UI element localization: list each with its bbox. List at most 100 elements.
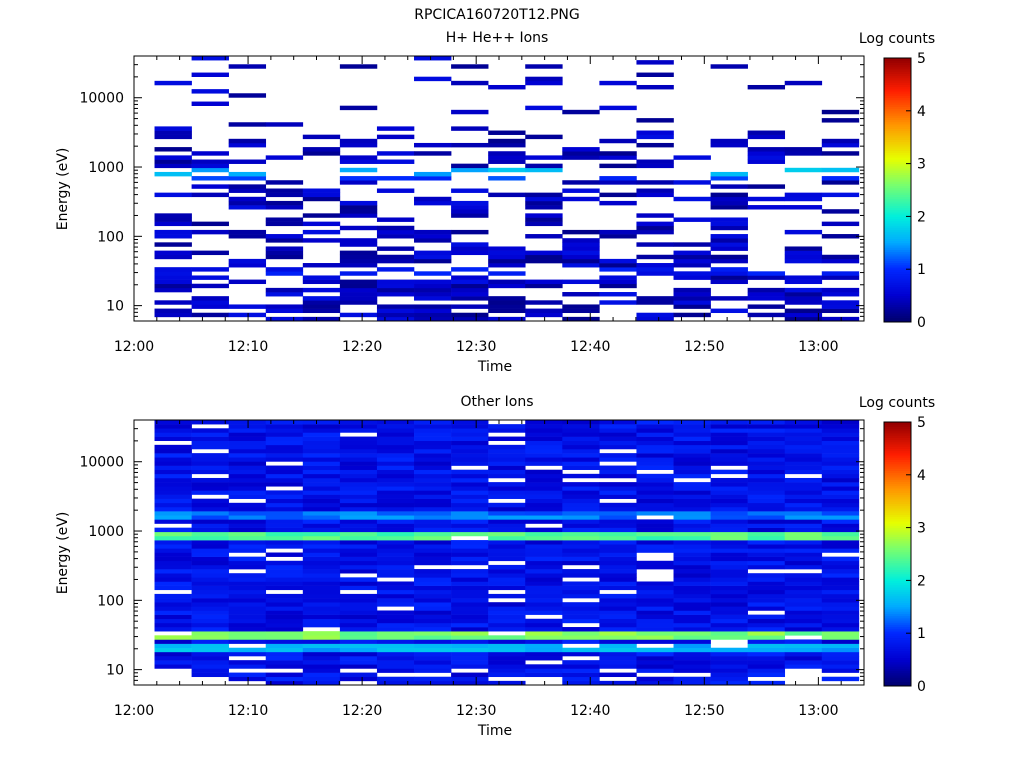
heatmap-cell (414, 535, 452, 541)
heatmap-cell (821, 560, 860, 566)
colorbar-segment (884, 264, 911, 268)
heatmap-cell (228, 515, 267, 520)
colorbar-segment (884, 119, 911, 123)
heatmap-cell (154, 130, 192, 135)
colorbar-segment (884, 683, 911, 687)
heatmap-cell (525, 560, 563, 566)
heatmap-cell (191, 581, 229, 586)
heatmap-cell (154, 448, 192, 454)
colorbar-segment (884, 179, 911, 182)
heatmap-cell (414, 420, 452, 425)
heatmap-cell (821, 523, 860, 528)
heatmap-cell (265, 540, 304, 545)
heatmap-cell (302, 473, 341, 479)
heatmap-cell (376, 151, 415, 156)
heatmap-cell (784, 502, 823, 508)
heatmap-cell (784, 205, 823, 210)
heatmap-cell (562, 457, 600, 462)
heatmap-cell (784, 296, 823, 301)
colorbar-segment (884, 163, 911, 167)
heatmap-cell (747, 577, 786, 582)
heatmap-cell (154, 159, 192, 164)
heatmap-cell (525, 477, 563, 483)
colorbar-segment (884, 514, 911, 518)
heatmap-cell (710, 225, 748, 231)
panel-title-2: Other Ions (460, 394, 533, 410)
heatmap-cell (228, 519, 267, 524)
heatmap-cell (228, 200, 267, 206)
heatmap-cell (339, 279, 378, 285)
heatmap-cell (414, 238, 452, 243)
heatmap-cell (599, 577, 637, 582)
heatmap-cell (302, 618, 341, 624)
heatmap-cell (414, 523, 452, 528)
heatmap-cell (636, 159, 674, 164)
heatmap-cell (228, 627, 267, 632)
heatmap-cell (191, 267, 229, 272)
heatmap-cell (228, 469, 267, 475)
heatmap-cell (784, 300, 823, 305)
heatmap-cell (451, 506, 489, 512)
heatmap-cell (673, 676, 711, 682)
heatmap-cell (451, 209, 489, 214)
heatmap-cell (154, 465, 192, 470)
heatmap-cell (747, 540, 786, 545)
heatmap-cell (302, 577, 341, 582)
heatmap-cell (376, 461, 415, 466)
heatmap-cell (191, 656, 229, 661)
colorbar-segment (884, 670, 911, 674)
heatmap-cell (562, 279, 600, 285)
heatmap-cell (488, 502, 526, 508)
heatmap-cell (636, 631, 674, 636)
colorbar-frame (883, 421, 912, 687)
heatmap-cell (191, 552, 229, 557)
colorbar-segment (884, 262, 911, 266)
heatmap-cell (525, 312, 563, 318)
heatmap-cell (636, 312, 674, 318)
colorbar-segment (884, 168, 911, 171)
heatmap-cell (451, 304, 489, 309)
heatmap-cell (414, 461, 452, 466)
heatmap-cell (451, 279, 489, 285)
heatmap-cell (562, 618, 600, 624)
heatmap-cell (562, 250, 600, 256)
heatmap-cell (747, 660, 786, 665)
heatmap-cell (747, 639, 786, 644)
colorbar-segment (884, 161, 911, 165)
heatmap-cell (784, 564, 823, 570)
heatmap-cell (747, 84, 786, 90)
heatmap-cell (562, 560, 600, 566)
heatmap-cell (414, 486, 452, 491)
heatmap-cell (636, 511, 674, 516)
heatmap-cell (710, 660, 748, 665)
heatmap-cell (339, 64, 378, 69)
heatmap-cell (302, 453, 341, 458)
heatmap-cell (784, 147, 823, 152)
colorbar-segment (884, 507, 911, 511)
heatmap-cell (488, 585, 526, 591)
colorbar-segment (884, 238, 911, 242)
heatmap-cell (821, 420, 860, 425)
heatmap-cell (599, 627, 637, 632)
heatmap-cell (451, 639, 489, 644)
heatmap-cell (599, 602, 637, 607)
heatmap-cell (488, 486, 526, 491)
heatmap-cell (636, 585, 674, 591)
heatmap-cell (821, 639, 860, 644)
heatmap-cell (154, 267, 192, 272)
heatmap-cell (525, 656, 563, 661)
heatmap-cell (673, 577, 711, 582)
heatmap-cell (265, 494, 304, 499)
heatmap-cell (414, 680, 452, 686)
heatmap-cell (265, 254, 304, 260)
colorbar-segment (884, 256, 911, 259)
heatmap-cell (525, 622, 563, 628)
heatmap-cell (636, 254, 674, 260)
heatmap-cell (488, 448, 526, 454)
x-tick-label: 12:00 (114, 339, 154, 355)
heatmap-cell (302, 660, 341, 665)
heatmap-cell (339, 664, 378, 669)
heatmap-cell (821, 581, 860, 586)
heatmap-cell (302, 448, 341, 454)
heatmap-cell (673, 263, 711, 268)
